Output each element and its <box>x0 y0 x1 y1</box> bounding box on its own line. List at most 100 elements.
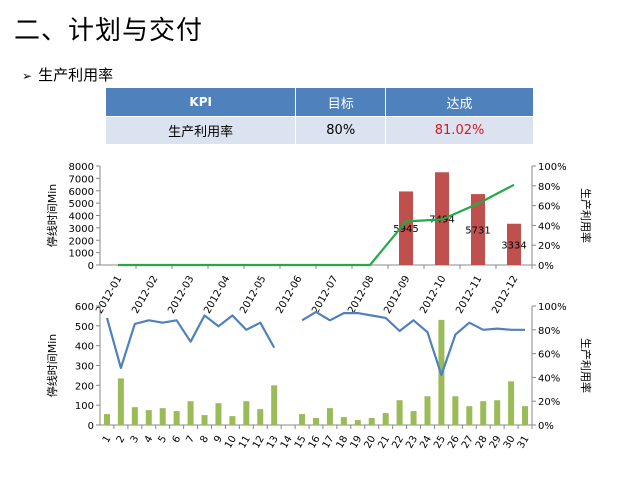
y-tick-label: 8000 <box>69 162 94 173</box>
x-tick-label: 3 <box>129 434 142 445</box>
x-tick-label: 2012-09 <box>382 274 412 316</box>
x-tick-label: 25 <box>432 434 448 451</box>
bar <box>471 194 485 265</box>
bar <box>410 411 417 425</box>
x-tick-label: 2012-01 <box>94 274 124 316</box>
series-line <box>118 183 515 267</box>
x-tick-label: 9 <box>212 434 225 445</box>
x-tick-label: 16 <box>307 434 323 451</box>
section-subtitle: ➢ 生产利用率 <box>22 64 113 85</box>
bar <box>313 418 319 425</box>
y2-tick-label: 100% <box>538 162 567 173</box>
x-tick-label: 4 <box>143 434 156 445</box>
x-tick-label: 20 <box>362 434 378 451</box>
y-tick-label: 4000 <box>69 212 94 223</box>
x-tick-label: 2 <box>115 434 128 445</box>
x-tick-label: 5 <box>157 434 170 445</box>
bar <box>229 416 236 425</box>
x-tick-label: 2012-04 <box>202 274 232 316</box>
y-tick-label: 500 <box>75 322 94 333</box>
y-tick-label: 100 <box>75 401 94 412</box>
bar <box>103 414 110 425</box>
y-axis-title: 停线时间Min <box>45 334 59 398</box>
bar <box>159 408 166 425</box>
page-title: 二、计划与交付 <box>14 16 204 46</box>
kpi-header-actual: 达成 <box>385 88 534 117</box>
bar <box>480 401 487 425</box>
bar <box>299 414 306 425</box>
bar <box>466 406 473 425</box>
x-tick-label: 26 <box>446 434 462 451</box>
kpi-data-row: 生产利用率 80% 81.02% <box>106 116 534 144</box>
y2-tick-label: 100% <box>538 302 567 313</box>
bar <box>271 385 278 425</box>
y2-tick-label: 20% <box>538 397 560 408</box>
x-tick-label: 1 <box>101 434 114 445</box>
bar <box>508 381 515 425</box>
bar <box>340 417 347 425</box>
kpi-table: KPI 目标 达成 生产利用率 80% 81.02% <box>106 88 534 144</box>
y-tick-label: 400 <box>75 342 94 353</box>
kpi-cell-name: 生产利用率 <box>106 116 297 144</box>
bar <box>368 418 375 425</box>
x-tick-label: 11 <box>237 434 253 451</box>
bar <box>494 400 501 425</box>
x-tick-label: 6 <box>171 434 184 445</box>
x-tick-label: 18 <box>335 434 351 451</box>
y2-tick-label: 60% <box>538 202 560 213</box>
x-tick-label: 14 <box>279 434 295 451</box>
x-tick-label: 8 <box>198 434 211 445</box>
bar <box>522 406 529 425</box>
x-tick-label: 2012-02 <box>130 274 160 316</box>
bar <box>131 407 138 425</box>
x-tick-label: 12 <box>251 434 267 451</box>
y2-tick-label: 0% <box>538 421 554 432</box>
x-tick-label: 30 <box>502 434 518 451</box>
y-tick-label: 3000 <box>69 224 94 235</box>
y-tick-label: 1000 <box>69 249 94 260</box>
x-tick-label: 27 <box>460 434 476 451</box>
y-tick-label: 0 <box>88 421 94 432</box>
x-tick-label: 2012-05 <box>238 274 268 316</box>
x-tick-label: 24 <box>418 434 434 451</box>
bar <box>117 378 124 425</box>
bar <box>145 410 152 425</box>
bar <box>243 401 250 425</box>
y2-tick-label: 40% <box>538 221 560 232</box>
bar <box>507 223 521 265</box>
bar <box>399 191 413 265</box>
bar <box>257 409 264 425</box>
bar <box>215 403 222 425</box>
bar <box>424 396 431 425</box>
bar <box>173 411 180 425</box>
x-tick-label: 28 <box>474 434 490 451</box>
y2-tick-label: 60% <box>538 350 560 361</box>
y-tick-label: 200 <box>75 381 94 392</box>
bar <box>452 396 459 425</box>
kpi-header-row: KPI 目标 达成 <box>106 88 534 117</box>
chart-2: 0 100 200 300 400 500 600 0% 20% 40% 60% 80% 100% 停线时… <box>45 302 593 451</box>
kpi-cell-actual: 81.02% <box>385 116 534 144</box>
bar <box>396 400 403 425</box>
x-tick-label: 15 <box>293 434 309 451</box>
y-tick-label: 300 <box>75 362 94 373</box>
y2-tick-label: 80% <box>538 326 560 337</box>
y-tick-label: 600 <box>75 302 94 313</box>
x-tick-label: 2012-11 <box>454 274 484 316</box>
y-axis-title: 停线时间Min <box>45 184 59 248</box>
bar <box>201 415 208 425</box>
bar <box>326 408 333 425</box>
kpi-header-name: KPI <box>106 88 297 117</box>
arrow-bullet-icon: ➢ <box>22 69 33 83</box>
x-tick-label: 29 <box>488 434 504 451</box>
x-tick-label: 2012-10 <box>418 274 448 316</box>
y-tick-label: 2000 <box>69 236 94 247</box>
kpi-header-target: 目标 <box>295 88 387 117</box>
x-tick-label: 31 <box>516 434 532 451</box>
bar <box>354 420 361 425</box>
y-tick-label: 6000 <box>69 187 94 198</box>
data-label: 5945 <box>393 224 418 235</box>
data-label: 5731 <box>465 226 490 237</box>
